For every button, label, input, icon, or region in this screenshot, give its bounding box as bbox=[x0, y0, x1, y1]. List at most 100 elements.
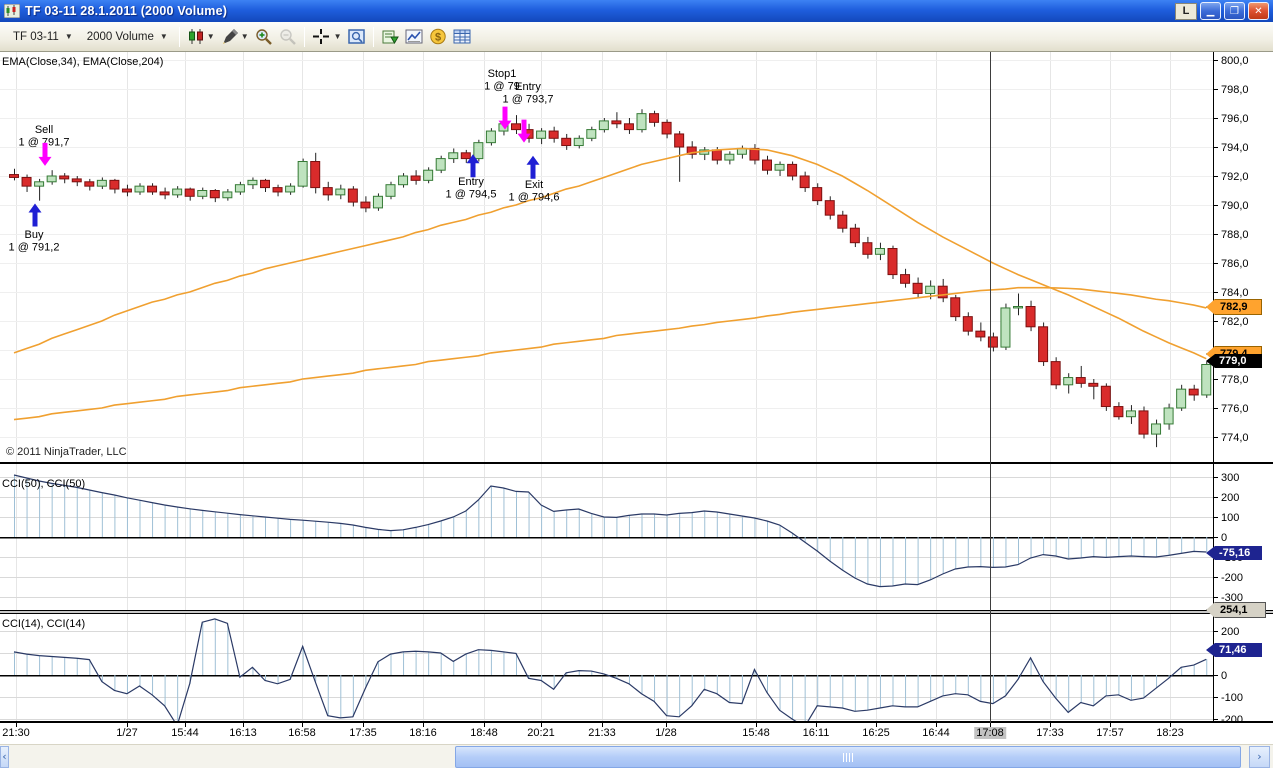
svg-text:788,0: 788,0 bbox=[1221, 229, 1249, 241]
time-label: 21:33 bbox=[588, 727, 616, 739]
scroll-right-button[interactable]: › bbox=[1249, 746, 1270, 768]
minimize-button[interactable]: ▁ bbox=[1200, 2, 1221, 20]
restore-button[interactable]: ❐ bbox=[1224, 2, 1245, 20]
svg-text:0: 0 bbox=[1221, 670, 1227, 682]
window-title: TF 03-11 28.1.2011 (2000 Volume) bbox=[25, 4, 228, 18]
time-label: 15:48 bbox=[742, 727, 770, 739]
time-tick bbox=[666, 723, 667, 727]
panel-separator bbox=[0, 721, 1273, 723]
grid-layer bbox=[0, 614, 1213, 721]
buy-marker-label: Buy 1 @ 791,2 bbox=[9, 229, 60, 254]
time-tick bbox=[302, 723, 303, 727]
indicators-button[interactable] bbox=[402, 25, 426, 48]
svg-text:200: 200 bbox=[1221, 492, 1239, 504]
chevron-down-icon: ▼ bbox=[159, 32, 168, 41]
region-snapshot-button[interactable] bbox=[345, 25, 369, 48]
ema204-line bbox=[13, 286, 1207, 421]
zoom-in-icon bbox=[255, 29, 272, 45]
time-label: 16:13 bbox=[229, 727, 257, 739]
exit-marker-label: Exit 1 @ 794,6 bbox=[509, 179, 560, 204]
svg-text:784,0: 784,0 bbox=[1221, 287, 1249, 299]
time-label: 18:16 bbox=[409, 727, 437, 739]
panel-splitter[interactable] bbox=[0, 610, 1273, 614]
account-dollar-button[interactable]: $ bbox=[426, 25, 450, 48]
svg-text:-300: -300 bbox=[1221, 592, 1243, 604]
time-tick bbox=[1050, 723, 1051, 727]
stop1-marker-arrow-icon bbox=[498, 106, 512, 130]
last-price-tag: 779,0 bbox=[1206, 354, 1262, 368]
scroll-left-button[interactable]: ‹ bbox=[0, 746, 9, 768]
data-grid-button[interactable] bbox=[450, 25, 474, 48]
time-tick bbox=[990, 723, 991, 727]
time-tick bbox=[936, 723, 937, 727]
zoom-out-icon bbox=[279, 29, 296, 45]
drawing-tools-button[interactable]: ▼ bbox=[218, 25, 252, 48]
svg-text:778,0: 778,0 bbox=[1221, 374, 1249, 386]
time-tick bbox=[876, 723, 877, 727]
time-tick bbox=[127, 723, 128, 727]
crosshair-value-tag: 254,1 bbox=[1206, 602, 1266, 618]
crosshair-button[interactable]: ▼ bbox=[309, 25, 345, 48]
interval-selector[interactable]: 2000 Volume ▼ bbox=[80, 27, 175, 47]
title-bar[interactable]: TF 03-11 28.1.2011 (2000 Volume) L ▁ ❐ ✕ bbox=[0, 0, 1273, 22]
svg-text:774,0: 774,0 bbox=[1221, 432, 1249, 444]
copyright-label: © 2011 NinjaTrader, LLC bbox=[6, 446, 127, 458]
interval-label: 2000 Volume bbox=[86, 30, 154, 43]
scrollbar-grip-icon bbox=[843, 753, 853, 762]
panel-separator[interactable] bbox=[0, 462, 1273, 464]
candlesticks-layer bbox=[9, 109, 1212, 448]
time-label: 16:11 bbox=[802, 727, 830, 739]
toolbar-separator bbox=[178, 26, 180, 47]
horizontal-scrollbar[interactable]: ‹ › bbox=[0, 744, 1273, 768]
time-tick bbox=[423, 723, 424, 727]
chevron-down-icon: ▼ bbox=[206, 32, 215, 41]
svg-text:800,0: 800,0 bbox=[1221, 55, 1249, 67]
svg-text:792,0: 792,0 bbox=[1221, 171, 1249, 183]
time-label: 18:23 bbox=[1156, 727, 1184, 739]
svg-text:-200: -200 bbox=[1221, 714, 1243, 721]
zoom-out-button[interactable] bbox=[276, 25, 300, 48]
svg-text:200: 200 bbox=[1221, 626, 1239, 638]
window-controls: L ▁ ❐ ✕ bbox=[1175, 2, 1269, 20]
svg-text:100: 100 bbox=[1221, 512, 1239, 524]
zoom-in-button[interactable] bbox=[252, 25, 276, 48]
time-tick bbox=[185, 723, 186, 727]
time-label: 16:25 bbox=[862, 727, 890, 739]
toolbar-separator bbox=[372, 26, 374, 47]
time-label-highlighted: 17:08 bbox=[974, 727, 1006, 739]
time-label: 1/27 bbox=[116, 727, 138, 739]
scrollbar-thumb[interactable] bbox=[455, 746, 1241, 768]
dollar-coin-icon: $ bbox=[429, 28, 446, 45]
svg-text:$: $ bbox=[435, 32, 441, 44]
cci-line bbox=[13, 474, 1207, 588]
time-tick bbox=[602, 723, 603, 727]
buy-marker-arrow-icon bbox=[28, 203, 42, 227]
chart-style-button[interactable]: ▼ bbox=[184, 25, 218, 48]
grid-layer bbox=[0, 52, 1213, 462]
svg-text:-200: -200 bbox=[1221, 572, 1243, 584]
link-button[interactable]: L bbox=[1175, 2, 1197, 20]
chart-trader-button[interactable] bbox=[378, 25, 402, 48]
time-tick bbox=[541, 723, 542, 727]
time-axis: 21:30 1/27 15:44 16:13 16:58 17:35 18:16 18:48 2… bbox=[0, 723, 1273, 744]
cci-line bbox=[13, 618, 1207, 721]
chevron-down-icon: ▼ bbox=[240, 32, 249, 41]
price-panel[interactable]: Sell 1 @ 791,7 Buy 1 @ 791,2 Stop1 1 @ 79 Entr… bbox=[0, 52, 1273, 462]
svg-text:0: 0 bbox=[1221, 532, 1227, 544]
app-chart-icon bbox=[3, 3, 21, 19]
instrument-selector[interactable]: TF 03-11 ▼ bbox=[6, 27, 80, 47]
time-label: 21:30 bbox=[2, 727, 30, 739]
time-label: 17:35 bbox=[349, 727, 377, 739]
time-tick bbox=[363, 723, 364, 727]
chevron-down-icon: ▼ bbox=[333, 32, 342, 41]
close-button[interactable]: ✕ bbox=[1248, 2, 1269, 20]
toolbar: TF 03-11 ▼ 2000 Volume ▼ ▼ ▼ ▼ bbox=[0, 22, 1273, 52]
time-label: 15:44 bbox=[171, 727, 199, 739]
time-tick bbox=[816, 723, 817, 727]
